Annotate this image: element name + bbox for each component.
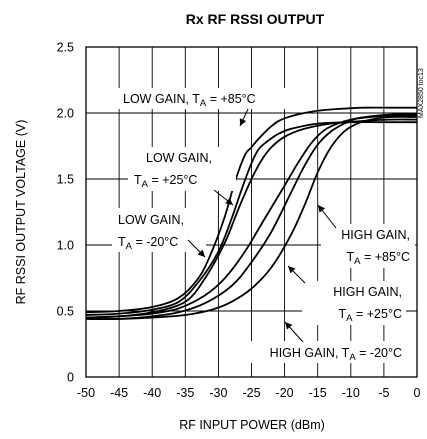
x-tick-label: -35 (176, 386, 194, 400)
x-tick-label: -20 (276, 386, 294, 400)
annotation-high-gain-85c: HIGH GAIN,TA = +85°C (318, 205, 415, 268)
x-tick-label: -45 (110, 386, 128, 400)
y-tick-label: 0 (67, 371, 74, 385)
y-tick-label: 2.0 (57, 107, 74, 121)
annotation-high-gain-m20c: HIGH GAIN, TA = -20°C (240, 322, 407, 363)
annotation-line: HIGH GAIN, (333, 285, 402, 299)
x-tick-label: -25 (242, 386, 260, 400)
x-tick-label: -5 (378, 386, 389, 400)
y-tick-label: 1.0 (57, 239, 74, 253)
y-axis-label: RF RSSI OUTPUT VOLTAGE (V) (14, 120, 28, 305)
toc-watermark: MAX2850 toc13 (418, 68, 425, 118)
annotation-low-gain-85c: LOW GAIN, TA = +85°C (116, 88, 315, 126)
chart-title: Rx RF RSSI OUTPUT (186, 11, 325, 27)
annotation-line: HIGH GAIN, (341, 228, 410, 242)
y-tick-label: 0.5 (57, 305, 74, 319)
y-tick-label: 1.5 (57, 173, 74, 187)
annotation-low-gain-25c: LOW GAIN,TA = +25°C (128, 147, 236, 205)
x-tick-label: -10 (342, 386, 360, 400)
annotation-low-gain-m20c: LOW GAIN,TA = -20°C (112, 208, 206, 257)
annotation-line: LOW GAIN, (146, 151, 212, 165)
x-tick-labels: -50 -45 -40 -35 -30 -25 -20 -15 -10 -5 0 (77, 386, 421, 400)
x-axis-label: RF INPUT POWER (dBm) (179, 418, 325, 432)
y-tick-labels: 0 0.5 1.0 1.5 2.0 2.5 (57, 41, 74, 385)
annotation-high-gain-25c: HIGH GAIN,TA = +25°C (288, 266, 406, 325)
annotation-line: LOW GAIN, (118, 213, 184, 227)
x-tick-label: -15 (309, 386, 327, 400)
x-tick-label: -50 (77, 386, 95, 400)
x-tick-label: 0 (414, 386, 421, 400)
x-tick-label: -30 (209, 386, 227, 400)
annotation-arrowhead (318, 205, 325, 213)
y-tick-label: 2.5 (57, 41, 74, 55)
x-tick-label: -40 (143, 386, 161, 400)
annotation-arrowhead (225, 198, 233, 205)
